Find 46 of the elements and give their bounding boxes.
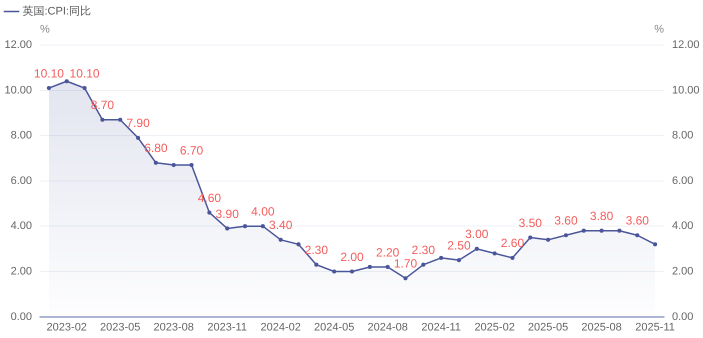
x-tick-label: 2025-02 xyxy=(474,321,515,334)
data-label: 4.00 xyxy=(251,204,275,219)
y-tick-label: 10.00 xyxy=(4,84,32,96)
y2-tick-label: 12.00 xyxy=(672,39,700,52)
x-tick-label: 2025-05 xyxy=(528,321,568,334)
y-tick-label: 6.00 xyxy=(10,174,32,187)
data-label: 3.90 xyxy=(216,206,240,221)
x-tick-label: 2025-08 xyxy=(581,321,622,334)
data-label: 2.60 xyxy=(500,236,524,250)
data-label: 7.90 xyxy=(126,116,150,130)
y2-tick-label: 8.00 xyxy=(672,130,694,142)
data-label: 3.40 xyxy=(269,218,293,232)
data-label: 10.10 xyxy=(70,66,100,80)
y2-tick-label: 2.00 xyxy=(672,266,694,278)
x-tick-label: 2024-05 xyxy=(314,321,354,334)
x-tick-label: 2024-11 xyxy=(421,321,461,334)
data-label: 3.60 xyxy=(626,214,650,228)
y2-tick-label: 10.00 xyxy=(672,84,700,96)
data-label: 2.00 xyxy=(340,250,364,264)
legend-label: 英国:CPI:同比 xyxy=(22,4,91,18)
x-tick-label: 2025-11 xyxy=(635,321,675,334)
data-label: 3.80 xyxy=(590,209,614,224)
data-label: 6.70 xyxy=(180,143,204,158)
y2-tick-label: 4.00 xyxy=(672,220,694,232)
x-tick-label: 2024-08 xyxy=(367,321,408,334)
y-axis-title: % xyxy=(40,24,50,36)
x-tick-label: 2024-02 xyxy=(260,321,301,334)
y-tick-label: 2.00 xyxy=(10,266,32,278)
y-tick-label: 4.00 xyxy=(10,220,32,232)
y2-axis-title: % xyxy=(654,24,664,36)
data-label: 2.30 xyxy=(412,243,436,258)
y2-tick-label: 6.00 xyxy=(672,174,694,187)
x-tick-label: 2023-02 xyxy=(46,321,87,334)
y-tick-label: 0.00 xyxy=(10,310,32,323)
y-tick-label: 12.00 xyxy=(4,39,32,52)
x-tick-label: 2023-05 xyxy=(100,321,140,334)
x-tick-label: 2023-08 xyxy=(154,321,194,334)
y-tick-label: 8.00 xyxy=(10,130,32,142)
data-label: 10.10 xyxy=(34,66,64,80)
y2-tick-label: 0.00 xyxy=(672,310,694,323)
data-label: 3.60 xyxy=(554,214,578,228)
data-label: 1.70 xyxy=(394,256,418,271)
x-tick-label: 2023-11 xyxy=(207,321,247,334)
data-label: 2.30 xyxy=(304,243,328,258)
data-label: 2.20 xyxy=(376,245,400,260)
data-label: 3.50 xyxy=(518,216,542,230)
